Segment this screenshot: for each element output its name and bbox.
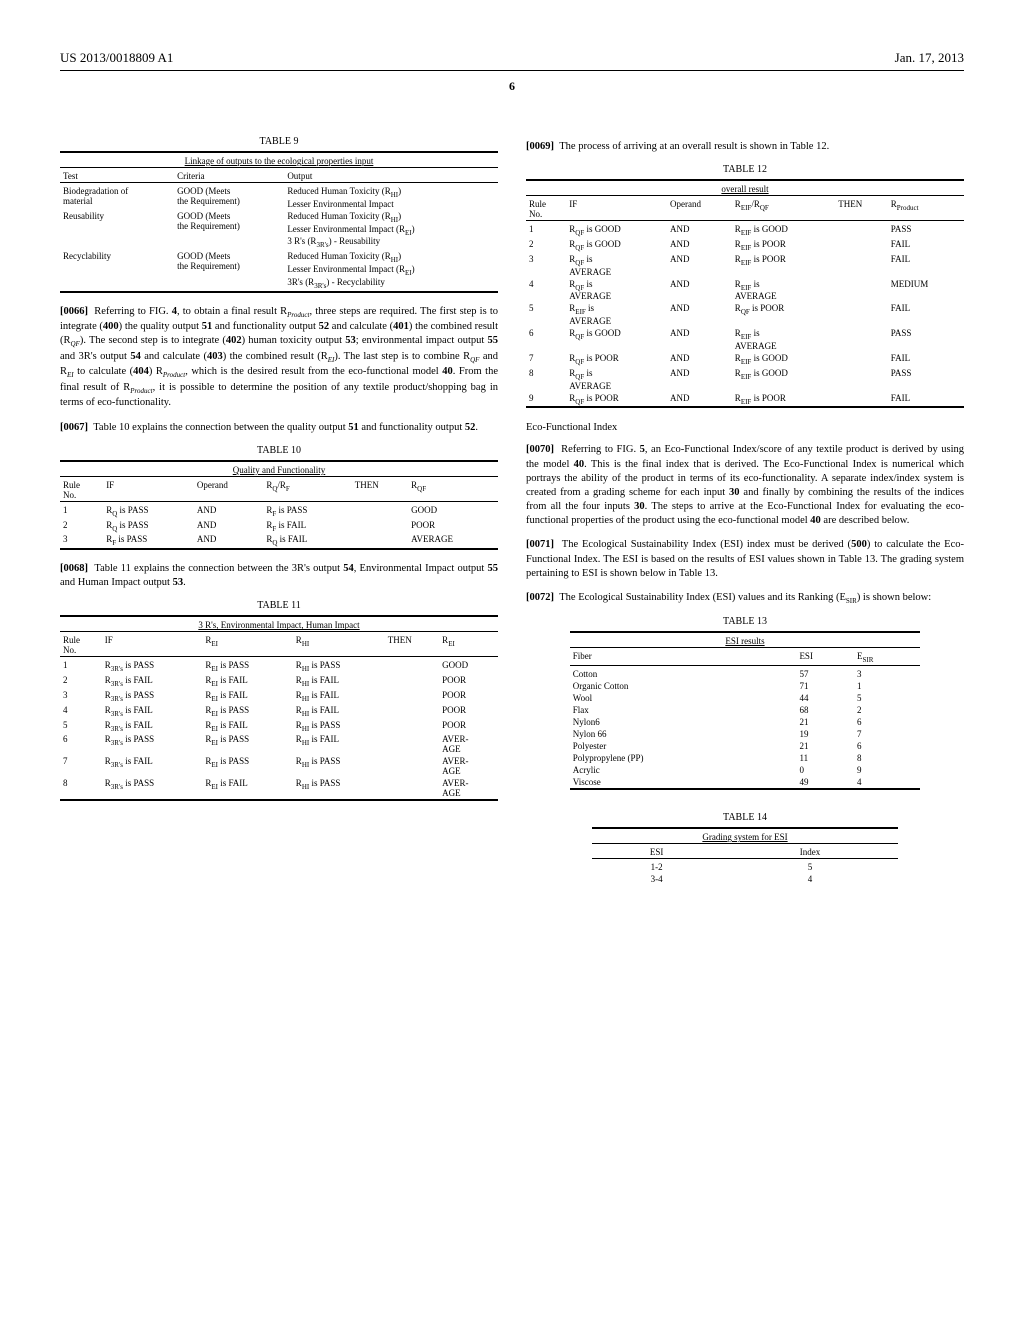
table-row: 9RQF is POORANDREIF is POORFAIL [526,392,964,408]
table-title: ESI results [570,635,920,648]
table-row: Wool445 [570,692,920,704]
table-row: 8R3R's is PASSREI is FAILRHI is PASSAVER… [60,777,498,800]
table-caption: TABLE 14 [526,812,964,823]
table-13: TABLE 13 ESI results Fiber ESI ESIR Cott… [526,616,964,792]
table-row: 3RQF isAVERAGEANDREIF is POORFAIL [526,253,964,278]
table-row: 5R3R's is FAILREI is FAILRHI is PASSPOOR [60,719,498,734]
paragraph-71: [0071] The Ecological Sustainability Ind… [526,538,964,581]
table-9: TABLE 9 Linkage of outputs to the ecolog… [60,136,498,295]
col-header: RQF [408,479,498,502]
col-header: THEN [352,479,408,502]
col-header: RHI [293,634,385,657]
page-number: 6 [60,79,964,94]
table-row: 1RQF is GOODANDREIF is GOODPASS [526,223,964,238]
pub-date: Jan. 17, 2013 [895,50,964,66]
table-row: Cotton573 [570,668,920,680]
table-row: Flax682 [570,704,920,716]
col-header: IF [103,479,194,502]
table-caption: TABLE 10 [60,445,498,456]
table-row: 6R3R's is PASSREI is PASSRHI is FAILAVER… [60,733,498,755]
table-row: 4R3R's is FAILREI is PASSRHI is FAILPOOR [60,704,498,719]
col-header: IF [102,634,203,657]
section-heading: Eco-Functional Index [526,422,964,433]
table-row: 2R3R's is FAILREI is FAILRHI is FAILPOOR [60,674,498,689]
table-title: Quality and Functionality [60,464,498,477]
col-header: RuleNo. [60,479,103,502]
table-row: Nylon6216 [570,716,920,728]
table-row: 4RQF isAVERAGEANDREIF isAVERAGEMEDIUM [526,278,964,303]
table-caption: TABLE 13 [526,616,964,627]
col-header: ESI [796,650,854,665]
table-14: TABLE 14 Grading system for ESI ESI Inde… [526,812,964,885]
table-caption: TABLE 12 [526,164,964,175]
table-row: Polypropylene (PP)118 [570,752,920,764]
table-11: TABLE 11 3 R's, Environmental Impact, Hu… [60,600,498,803]
paragraph-70: [0070] Referring to FIG. 5, an Eco-Funct… [526,443,964,528]
table-row: 8RQF isAVERAGEANDREIF is GOODPASS [526,367,964,392]
table-title: overall result [526,183,964,196]
table-row: Reusability GOOD (Meetsthe Requirement) … [60,210,498,250]
col-header: RQ/RF [263,479,351,502]
table-row: Recyclability GOOD (Meetsthe Requirement… [60,250,498,291]
col-header: Output [284,170,498,183]
table-row: 7R3R's is FAILREI is PASSRHI is PASSAVER… [60,755,498,777]
col-header: Operand [194,479,263,502]
col-header: REIF/RQF [732,198,835,221]
table-row: 3RF is PASSANDRQ is FAILAVERAGE [60,533,498,549]
table-10: TABLE 10 Quality and Functionality RuleN… [60,445,498,552]
table-row: 7RQF is POORANDREIF is GOODFAIL [526,352,964,367]
table-row: Organic Cotton711 [570,680,920,692]
table-row: 2RQ is PASSANDRF is FAILPOOR [60,519,498,534]
left-column: TABLE 9 Linkage of outputs to the ecolog… [60,130,498,891]
col-header: ESIR [854,650,920,665]
table-row: 1R3R's is PASSREI is PASSRHI is PASSGOOD [60,659,498,674]
col-header: THEN [385,634,439,657]
table-row: 3-44 [592,873,899,885]
col-header: Criteria [174,170,284,183]
paragraph-67: [0067] Table 10 explains the connection … [60,421,498,435]
table-caption: TABLE 11 [60,600,498,611]
col-header: RuleNo. [526,198,566,221]
paragraph-66: [0066] Referring to FIG. 4, to obtain a … [60,305,498,411]
table-row: 3R3R's is PASSREI is FAILRHI is FAILPOOR [60,689,498,704]
right-column: [0069] The process of arriving at an ove… [526,130,964,891]
table-row: Biodegradation ofmaterial GOOD (Meetsthe… [60,185,498,210]
col-header: Test [60,170,174,183]
table-title: 3 R's, Environmental Impact, Human Impac… [60,619,498,632]
table-row: 2RQF is GOODANDREIF is POORFAIL [526,238,964,253]
table-title: Grading system for ESI [592,831,899,844]
col-header: RuleNo. [60,634,102,657]
col-header: REI [202,634,292,657]
col-header: Fiber [570,650,797,665]
table-row: Viscose494 [570,776,920,789]
col-header: ESI [592,846,722,859]
table-row: 6RQF is GOODANDREIF isAVERAGEPASS [526,327,964,352]
table-12: TABLE 12 overall result RuleNo. IF Opera… [526,164,964,410]
table-row: Nylon 66197 [570,728,920,740]
table-row: 1RQ is PASSANDRF is PASSGOOD [60,504,498,519]
table-row: Polyester216 [570,740,920,752]
table-title: Linkage of outputs to the ecological pro… [60,155,498,168]
col-header: Operand [667,198,732,221]
paragraph-69: [0069] The process of arriving at an ove… [526,140,964,154]
table-row: Acrylic09 [570,764,920,776]
table-caption: TABLE 9 [60,136,498,147]
col-header: Index [722,846,899,859]
col-header: IF [566,198,667,221]
pub-number: US 2013/0018809 A1 [60,50,173,66]
col-header: THEN [835,198,888,221]
paragraph-68: [0068] Table 11 explains the connection … [60,562,498,590]
col-header: RProduct [888,198,964,221]
table-row: 1-25 [592,861,899,873]
paragraph-72: [0072] The Ecological Sustainability Ind… [526,591,964,607]
col-header: REI [439,634,498,657]
table-row: 5REIF isAVERAGEANDRQF is POORFAIL [526,302,964,327]
